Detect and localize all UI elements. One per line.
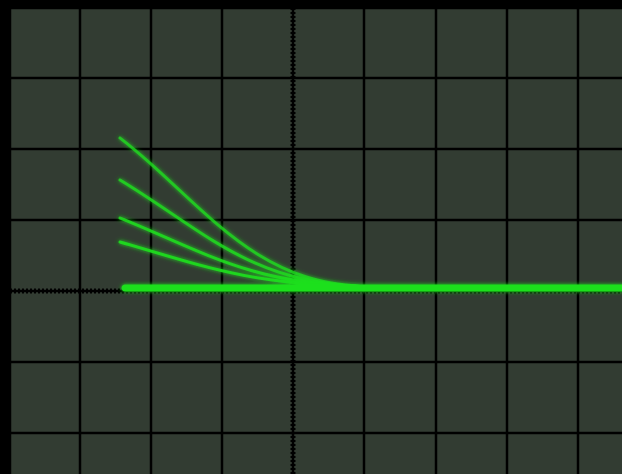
page-body: (() => { const data = JSON.parse(documen… xyxy=(0,0,622,474)
oscilloscope-screen xyxy=(0,0,622,474)
page: {} html, body { margin: 0; padding: 0; w… xyxy=(0,0,622,474)
